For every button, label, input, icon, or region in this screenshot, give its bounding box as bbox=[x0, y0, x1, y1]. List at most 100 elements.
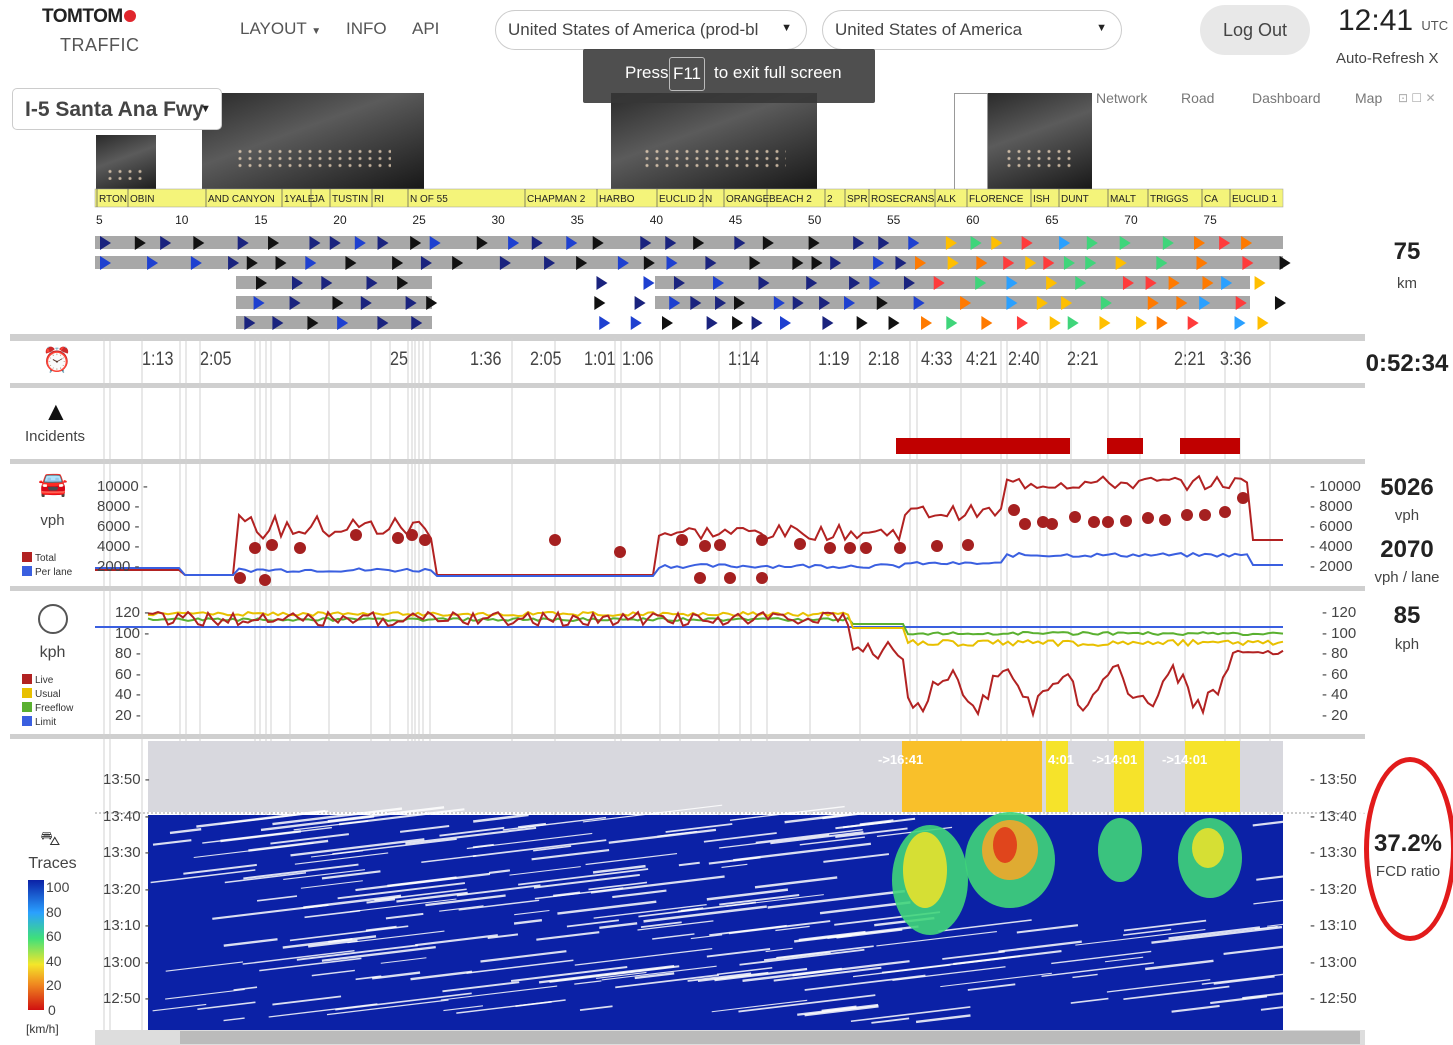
tab-map[interactable]: Map bbox=[1355, 90, 1383, 106]
trace-line bbox=[804, 974, 926, 991]
segment-travel-time: 1:14 bbox=[728, 349, 760, 370]
trace-line bbox=[640, 921, 682, 929]
traffic-arrow bbox=[100, 236, 111, 250]
volume-dot bbox=[1219, 506, 1231, 518]
volume-dot bbox=[249, 542, 261, 554]
traffic-arrow bbox=[337, 316, 349, 330]
traffic-arrow bbox=[915, 256, 927, 270]
speed-color-scale bbox=[28, 880, 44, 1010]
traffic-arrow bbox=[1219, 236, 1231, 250]
nav-api[interactable]: API bbox=[412, 19, 440, 38]
traffic-arrow bbox=[160, 236, 172, 250]
traffic-arrow bbox=[1274, 296, 1286, 310]
auto-refresh-toggle[interactable]: Auto-Refresh X bbox=[1336, 50, 1439, 67]
trace-line bbox=[850, 1006, 971, 1023]
traffic-arrow bbox=[693, 236, 705, 250]
volume-total-unit: vph bbox=[1394, 507, 1420, 524]
traffic-arrow bbox=[1021, 236, 1033, 250]
volume-dot bbox=[724, 572, 736, 584]
camera-placeholder bbox=[954, 93, 988, 193]
lane-bar bbox=[236, 276, 432, 289]
window-controls-icon[interactable]: ⊡ ☐ ✕ bbox=[1398, 91, 1436, 105]
segment-travel-time: 2:18 bbox=[868, 349, 900, 370]
volume-y-tick: - 6000 bbox=[1310, 518, 1353, 535]
segment-label: RTON bbox=[99, 194, 127, 205]
traffic-arrow bbox=[544, 256, 556, 270]
camera-thumbnail[interactable] bbox=[611, 93, 817, 193]
tab-dashboard[interactable]: Dashboard bbox=[1252, 90, 1321, 106]
traffic-arrow bbox=[792, 296, 804, 310]
region-select[interactable]: United States of America ▼ bbox=[822, 10, 1122, 50]
trace-time-tick: - 13:20 bbox=[1310, 880, 1357, 898]
logout-button[interactable]: Log Out bbox=[1200, 5, 1310, 55]
traffic-arrow bbox=[332, 296, 344, 310]
segment-label: RI bbox=[374, 194, 384, 205]
km-tick-label: 5 bbox=[96, 213, 103, 227]
lane-bar bbox=[655, 296, 1250, 309]
traffic-arrow bbox=[345, 256, 357, 270]
traffic-arrow bbox=[1049, 316, 1061, 330]
app-header: TOMTOM TRAFFIC LAYOUT ▼ INFO API United … bbox=[0, 0, 1453, 86]
segment-travel-time: 1:36 bbox=[470, 349, 502, 370]
traffic-arrow bbox=[268, 236, 280, 250]
camera-thumbnail[interactable] bbox=[202, 93, 424, 193]
traffic-arrow bbox=[630, 316, 642, 330]
km-tick-label: 65 bbox=[1045, 213, 1059, 227]
trace-line bbox=[721, 863, 748, 869]
km-tick-label: 30 bbox=[492, 213, 506, 227]
traffic-arrow bbox=[878, 236, 890, 250]
km-tick-label: 20 bbox=[333, 213, 347, 227]
trace-line bbox=[339, 808, 465, 826]
trace-line bbox=[706, 948, 771, 958]
km-tick-label: 10 bbox=[175, 213, 189, 227]
segment-label: 2 bbox=[827, 194, 833, 205]
camera-thumbnail[interactable] bbox=[96, 135, 156, 195]
dataset-select[interactable]: United States of America (prod-bl ▼ bbox=[495, 10, 807, 50]
trace-time-tick: - 12:50 bbox=[1310, 990, 1357, 1007]
trace-line bbox=[405, 826, 537, 845]
nav-info[interactable]: INFO bbox=[346, 19, 387, 38]
trace-line bbox=[347, 930, 445, 944]
speed-value-unit: kph bbox=[1394, 636, 1420, 653]
traffic-arrow bbox=[309, 236, 321, 250]
tab-network[interactable]: Network bbox=[1096, 90, 1148, 106]
tomtom-logo[interactable]: TOMTOM bbox=[42, 6, 136, 28]
segment-travel-time: 2:05 bbox=[530, 349, 562, 370]
trace-line bbox=[531, 848, 610, 861]
trace-line bbox=[892, 966, 1006, 981]
traffic-arrow bbox=[713, 276, 725, 290]
trace-line bbox=[536, 931, 600, 941]
speed-y-tick: - 80 bbox=[1322, 645, 1348, 662]
volume-dot bbox=[1102, 516, 1114, 528]
trace-line bbox=[1210, 995, 1268, 1005]
camera-thumbnail[interactable] bbox=[988, 93, 1092, 193]
trace-line bbox=[223, 938, 278, 947]
nav-layout[interactable]: LAYOUT ▼ bbox=[240, 19, 322, 38]
speed-unit-label: kph bbox=[39, 644, 66, 661]
trace-line bbox=[270, 833, 349, 845]
trace-line bbox=[716, 967, 773, 976]
trace-line bbox=[574, 947, 713, 966]
traffic-arrow bbox=[1059, 236, 1071, 250]
road-select[interactable]: I-5 Santa Ana Fwy ▼ bbox=[12, 88, 222, 130]
trace-line bbox=[256, 895, 298, 902]
traffic-arrow bbox=[1067, 316, 1079, 330]
trace-line bbox=[1051, 950, 1152, 965]
traffic-arrow bbox=[1115, 256, 1127, 270]
trace-line bbox=[513, 919, 543, 925]
forecast-label: ->16:41 bbox=[878, 752, 924, 767]
lane-bar bbox=[95, 236, 1283, 249]
trace-line bbox=[590, 875, 725, 894]
traffic-arrow bbox=[596, 276, 608, 290]
segment-travel-time: 25 bbox=[390, 349, 408, 370]
traffic-arrow bbox=[100, 256, 111, 270]
tab-road[interactable]: Road bbox=[1181, 90, 1215, 106]
toast-press: Press bbox=[625, 63, 669, 82]
segment-travel-time: 2:21 bbox=[1067, 349, 1099, 370]
trace-time-tick: 13:50 - bbox=[103, 771, 150, 788]
volume-dot bbox=[714, 539, 726, 551]
volume-dot bbox=[350, 529, 362, 541]
traffic-arrow bbox=[780, 316, 792, 330]
traffic-arrow bbox=[773, 296, 785, 310]
travel-time-total: 0:52:34 bbox=[1365, 350, 1449, 377]
